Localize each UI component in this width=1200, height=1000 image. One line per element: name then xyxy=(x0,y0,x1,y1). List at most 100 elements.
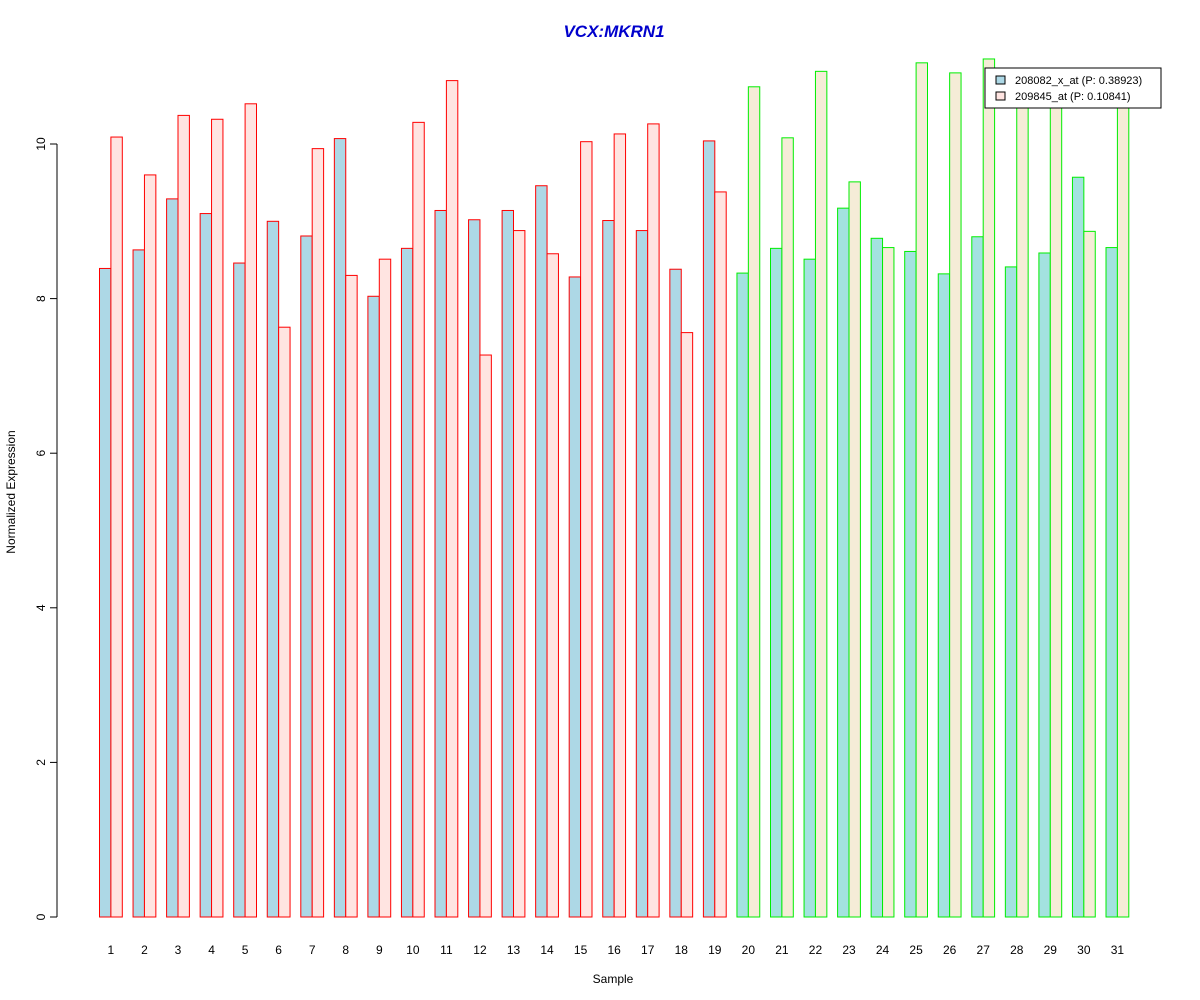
x-tick-label: 13 xyxy=(507,943,521,957)
bar-series2-14 xyxy=(546,253,559,918)
bar-series2-8 xyxy=(345,274,358,918)
x-tick-label: 6 xyxy=(275,943,282,957)
y-tick-label: 8 xyxy=(34,295,48,302)
x-tick-label: 25 xyxy=(909,943,923,957)
bar-series2-4 xyxy=(211,118,224,918)
bar-series2-13 xyxy=(513,230,526,918)
bar-series2-12 xyxy=(479,354,492,918)
x-tick-label: 2 xyxy=(141,943,148,957)
bar-series1-20 xyxy=(736,272,749,918)
y-tick-label: 4 xyxy=(34,604,48,611)
bar-series1-19 xyxy=(702,140,716,918)
bar-series1-10 xyxy=(400,247,414,918)
legend-swatch xyxy=(995,91,1006,101)
x-axis: 1 2 3 4 5 6 7 8 9 10 11 12 13 14 15 16 17 18 19 20 21 22 23 24 2… xyxy=(108,943,1125,957)
x-tick-label: 24 xyxy=(876,943,890,957)
bar-series2-26 xyxy=(949,72,962,918)
bar-series2-20 xyxy=(747,86,761,918)
x-tick-label: 12 xyxy=(473,943,487,957)
legend-swatch xyxy=(995,75,1006,85)
bar-series1-6 xyxy=(266,220,280,918)
bar-series1-24 xyxy=(870,237,884,918)
bar-series1-17 xyxy=(635,230,649,918)
bar-series1-13 xyxy=(501,209,515,918)
bars xyxy=(99,58,1130,918)
bar-series2-7 xyxy=(311,148,325,918)
bar-series2-31 xyxy=(1116,97,1130,918)
bar-series1-7 xyxy=(300,235,313,918)
x-tick-label: 4 xyxy=(208,943,215,957)
x-tick-label: 22 xyxy=(809,943,823,957)
y-tick-label: 6 xyxy=(34,450,48,457)
bar-series1-5 xyxy=(233,262,246,918)
y-tick-label: 10 xyxy=(34,137,48,151)
bar-series2-16 xyxy=(613,133,627,918)
bar-series2-2 xyxy=(143,174,157,918)
bar-series2-23 xyxy=(848,181,861,918)
bar-series2-29 xyxy=(1049,81,1063,918)
x-tick-label: 8 xyxy=(342,943,349,957)
bar-series2-10 xyxy=(412,121,425,918)
bar-series1-21 xyxy=(770,247,783,918)
bar-series1-11 xyxy=(434,209,447,918)
bar-series2-3 xyxy=(177,114,190,918)
x-tick-label: 19 xyxy=(708,943,722,957)
x-axis-label: Sample xyxy=(593,972,634,986)
bar-series1-26 xyxy=(937,273,951,918)
bar-series2-18 xyxy=(680,332,694,918)
bar-series1-12 xyxy=(468,219,481,918)
bar-series2-11 xyxy=(445,80,459,918)
bar-series1-16 xyxy=(602,220,615,918)
legend-box xyxy=(984,67,1162,109)
x-tick-label: 26 xyxy=(943,943,957,957)
bar-series2-6 xyxy=(278,326,291,918)
x-tick-label: 16 xyxy=(607,943,621,957)
x-tick-label: 10 xyxy=(406,943,420,957)
x-tick-label: 21 xyxy=(775,943,789,957)
x-tick-label: 1 xyxy=(108,943,115,957)
y-axis: 0 2 4 6 8 10 xyxy=(34,137,58,920)
bar-series2-22 xyxy=(814,70,828,918)
legend-label: 208082_x_at (P: 0.38923) xyxy=(1015,75,1142,87)
y-axis-label: Normalized Expression xyxy=(4,430,18,553)
bar-series1-23 xyxy=(837,207,850,918)
bar-series1-9 xyxy=(367,295,380,918)
y-tick-label: 2 xyxy=(34,759,48,766)
bar-series1-29 xyxy=(1038,252,1051,918)
bar-series1-1 xyxy=(99,267,112,918)
x-tick-label: 5 xyxy=(242,943,249,957)
bar-series2-27 xyxy=(982,58,996,918)
bar-series2-28 xyxy=(1016,81,1029,918)
bar-series1-28 xyxy=(1004,266,1018,918)
bar-series1-25 xyxy=(904,250,917,918)
y-tick-label: 0 xyxy=(34,913,48,920)
legend: 208082_x_at (P: 0.38923) 209845_at (P: 0.… xyxy=(984,67,1162,109)
x-tick-label: 9 xyxy=(376,943,383,957)
bar-series1-31 xyxy=(1105,247,1118,918)
x-tick-label: 29 xyxy=(1044,943,1058,957)
bar-series2-24 xyxy=(882,247,895,918)
bar-series2-5 xyxy=(244,103,258,918)
x-tick-label: 17 xyxy=(641,943,655,957)
legend-label: 209845_at (P: 0.10841) xyxy=(1015,91,1131,103)
bar-series2-1 xyxy=(110,136,123,918)
x-tick-label: 3 xyxy=(175,943,182,957)
x-tick-label: 15 xyxy=(574,943,588,957)
chart-title: VCX:MKRN1 xyxy=(563,22,664,41)
bar-series1-30 xyxy=(1071,176,1085,918)
x-tick-label: 7 xyxy=(309,943,316,957)
bar-series1-18 xyxy=(669,268,682,918)
bar-series2-25 xyxy=(915,62,928,918)
x-tick-label: 30 xyxy=(1077,943,1091,957)
x-tick-label: 27 xyxy=(977,943,991,957)
x-tick-label: 23 xyxy=(842,943,856,957)
x-tick-label: 28 xyxy=(1010,943,1024,957)
bar-series2-17 xyxy=(647,123,660,918)
bar-series2-15 xyxy=(580,141,593,918)
bar-series1-14 xyxy=(535,185,548,918)
x-tick-label: 11 xyxy=(440,943,453,957)
x-tick-label: 18 xyxy=(675,943,689,957)
bar-series1-15 xyxy=(568,276,582,918)
x-tick-label: 31 xyxy=(1111,943,1125,957)
